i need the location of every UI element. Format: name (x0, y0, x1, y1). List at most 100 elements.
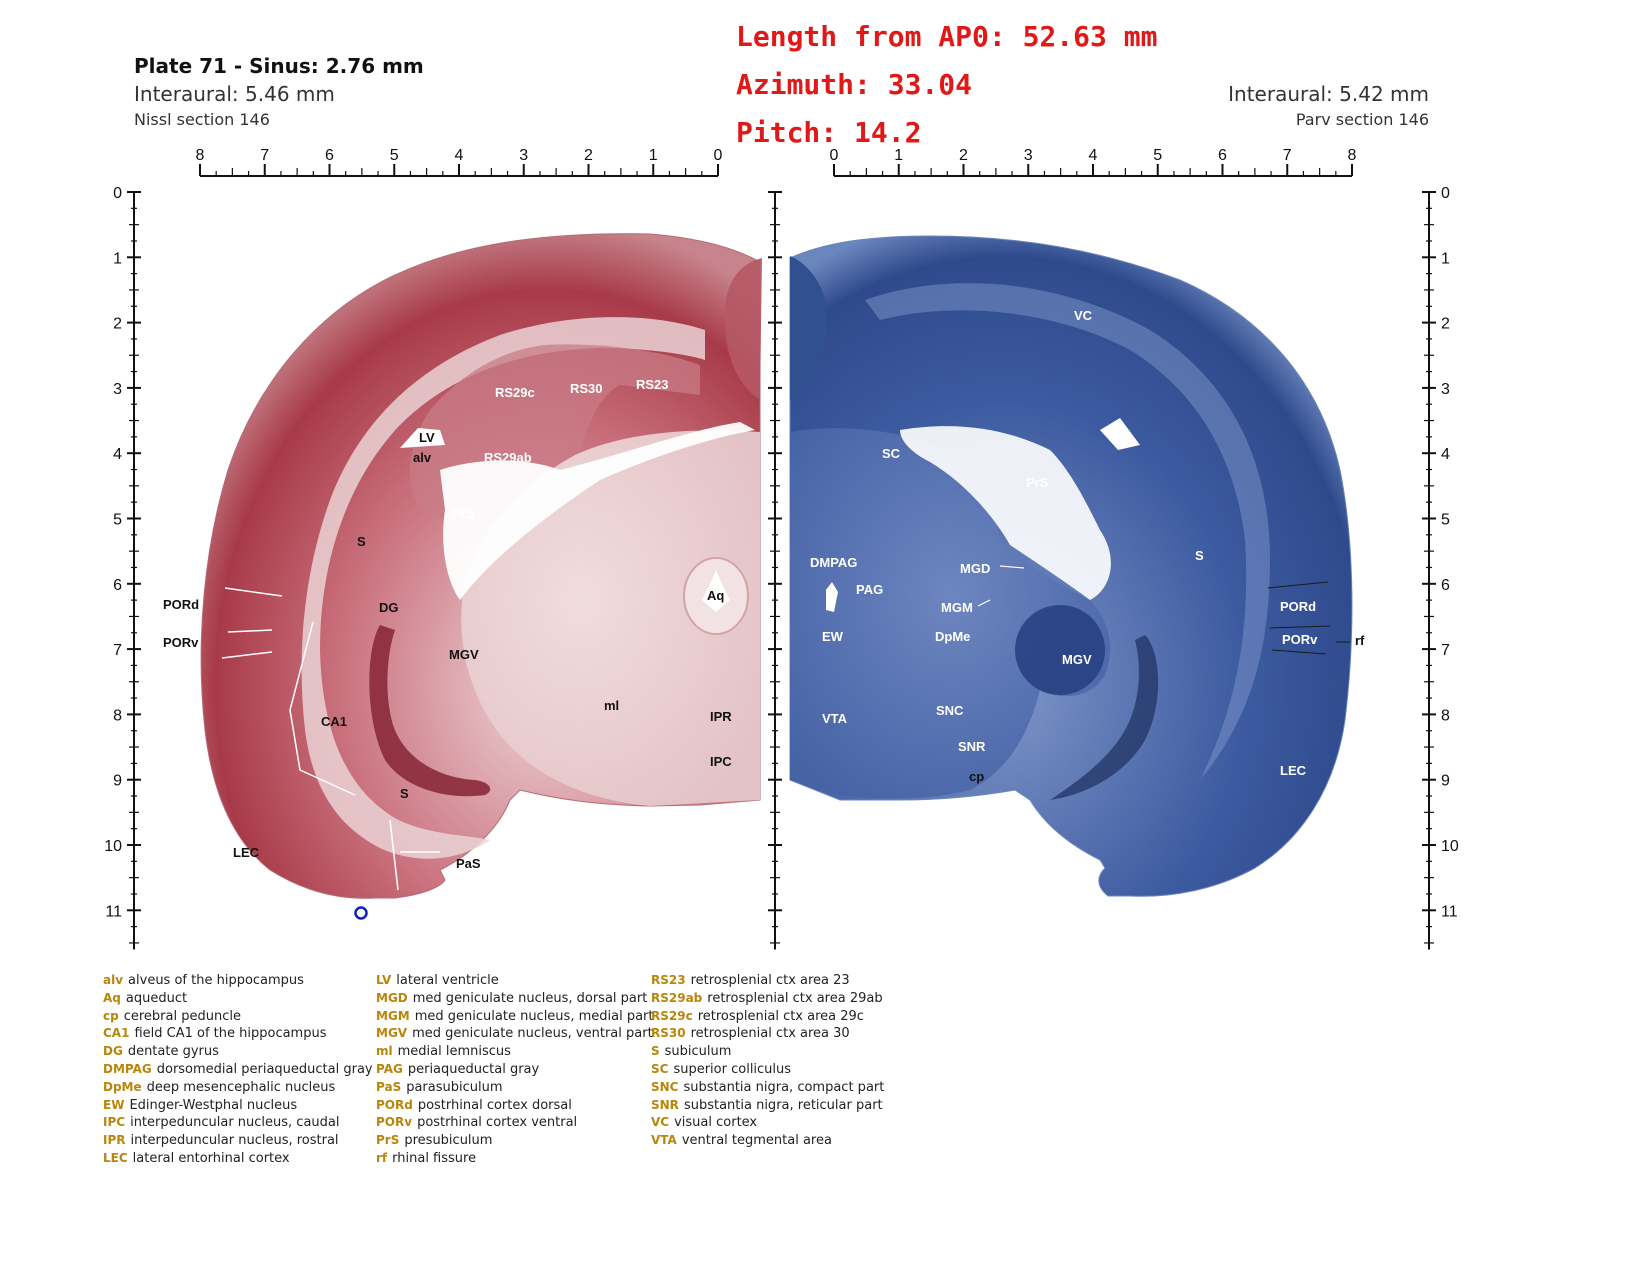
label-porv-right: PORv (1282, 632, 1318, 647)
label-pord: PORd (163, 597, 199, 612)
legend-abbr: MGV (376, 1026, 408, 1041)
legend-name: med geniculate nucleus, ventral part (412, 1026, 653, 1042)
legend-item: cp cerebral peduncle (103, 1008, 373, 1026)
scale-label: 8 (113, 707, 122, 724)
legend-name: visual cortex (674, 1115, 758, 1131)
legend-item: SNR substantia nigra, reticular part (651, 1097, 884, 1115)
label-mgd: MGD (960, 561, 990, 576)
scale-label: 5 (1153, 147, 1162, 164)
legend-item: DG dentate gyrus (103, 1043, 373, 1061)
legend-item: alv alveus of the hippocampus (103, 972, 373, 990)
scale-label: 5 (390, 147, 399, 164)
legend-name: Edinger-Westphal nucleus (129, 1097, 298, 1113)
legend-abbr: SC (651, 1061, 669, 1076)
scale-label: 5 (1441, 512, 1450, 529)
label-snr: SNR (958, 739, 986, 754)
legend-name: dorsomedial periaqueductal gray (156, 1061, 373, 1077)
label-prs: PrS (452, 506, 475, 521)
legend-name: postrhinal cortex dorsal (417, 1097, 572, 1113)
scale-label: 6 (1441, 577, 1450, 594)
scale-label: 3 (519, 147, 528, 164)
right-depth-scale: 0 1 2 3 4 5 6 7 8 9 10 11 (1422, 185, 1459, 950)
legend-name: retrosplenial ctx area 30 (690, 1026, 850, 1042)
scale-label: 10 (1441, 838, 1459, 855)
legend-name: alveus of the hippocampus (128, 973, 304, 988)
label-rs29ab: RS29ab (484, 450, 532, 465)
legend-abbr: PORv (376, 1115, 413, 1130)
legend-name: dentate gyrus (127, 1044, 219, 1060)
scale-label: 0 (113, 185, 122, 202)
scale-label: 2 (113, 316, 122, 333)
legend-column-1: alv alveus of the hippocampus Aq aqueduct cp… (103, 972, 373, 1168)
legend-name: rhinal fissure (392, 1150, 477, 1166)
legend-abbr: PaS (376, 1079, 402, 1094)
legend-item: MGV med geniculate nucleus, ventral part (376, 1025, 653, 1043)
legend-abbr: IPC (103, 1115, 126, 1130)
label-dpme: DpMe (935, 629, 970, 644)
label-s-right: S (1195, 548, 1204, 563)
parv-section (789, 235, 1353, 897)
scale-label: 8 (1348, 147, 1357, 164)
legend-item: SC superior colliculus (651, 1061, 884, 1079)
legend-abbr: PAG (376, 1061, 403, 1076)
legend-name: deep mesencephalic nucleus (146, 1079, 336, 1095)
plate-title: Plate 71 - Sinus: 2.76 mm (134, 54, 424, 78)
legend-item: MGD med geniculate nucleus, dorsal part (376, 990, 653, 1008)
scale-label: 4 (113, 446, 122, 463)
scale-label: 11 (1441, 903, 1458, 920)
legend-name: postrhinal cortex ventral (417, 1115, 578, 1131)
label-mgm: MGM (941, 600, 973, 615)
scale-label: 2 (1441, 316, 1450, 333)
interaural-left: Interaural: 5.46 mm (134, 82, 335, 106)
label-ew: EW (822, 629, 844, 644)
legend-name: superior colliculus (673, 1061, 792, 1077)
legend-abbr: DG (103, 1044, 123, 1059)
label-porv: PORv (163, 635, 199, 650)
scale-label: 1 (649, 147, 658, 164)
scale-label: 1 (113, 250, 122, 267)
scale-label: 4 (1441, 446, 1450, 463)
scale-label: 0 (830, 147, 839, 164)
label-vta: VTA (822, 711, 848, 726)
scale-label: 6 (113, 577, 122, 594)
length-from-ap0-readout: Length from AP0: 52.63 mm (736, 20, 1158, 53)
legend-abbr: RS23 (651, 973, 686, 987)
legend-name: med geniculate nucleus, medial part (414, 1008, 654, 1024)
legend-abbr: MGD (376, 990, 408, 1005)
scale-label: 3 (113, 381, 122, 398)
legend-item: SNC substantia nigra, compact part (651, 1079, 884, 1097)
atlas-plate[interactable]: RS29c RS30 RS23 LV alv RS29ab PrS S PORd… (0, 0, 1548, 960)
legend-abbr: RS29ab (651, 990, 703, 1005)
parv-section-label: Parv section 146 (1295, 110, 1429, 129)
label-pas: PaS (456, 856, 481, 871)
label-prs-right: PrS (1026, 475, 1049, 490)
legend-item: PaS parasubiculum (376, 1079, 653, 1097)
label-alv: alv (413, 450, 432, 465)
scale-label: 1 (894, 147, 903, 164)
scale-label: 8 (196, 147, 205, 164)
legend-item: PORv postrhinal cortex ventral (376, 1114, 653, 1132)
legend-abbr: SNC (651, 1079, 679, 1094)
scale-label: 5 (113, 512, 122, 529)
legend-abbr: PrS (376, 1133, 400, 1148)
scale-label: 0 (1441, 185, 1450, 202)
scale-label: 4 (455, 147, 464, 164)
legend-abbr: RS29c (651, 1008, 693, 1023)
legend-item: RS30 retrosplenial ctx area 30 (651, 1025, 884, 1043)
legend-abbr: Aq (103, 990, 121, 1005)
legend-name: field CA1 of the hippocampus (134, 1026, 327, 1042)
nissl-region-labels: RS29c RS30 RS23 LV alv RS29ab PrS S PORd… (163, 377, 732, 871)
label-vc: VC (1074, 308, 1093, 323)
scale-label: 10 (104, 838, 122, 855)
label-mgv-right: MGV (1062, 652, 1092, 667)
legend-abbr: VTA (651, 1133, 677, 1148)
scale-label: 9 (113, 773, 122, 790)
nissl-section-label: Nissl section 146 (134, 110, 270, 129)
position-marker[interactable] (354, 906, 368, 920)
legend-name: cerebral peduncle (123, 1008, 241, 1024)
legend-item: PAG periaqueductal gray (376, 1061, 653, 1079)
label-dg: DG (379, 600, 399, 615)
scale-label: 6 (1218, 147, 1227, 164)
legend-name: retrosplenial ctx area 23 (690, 973, 850, 988)
